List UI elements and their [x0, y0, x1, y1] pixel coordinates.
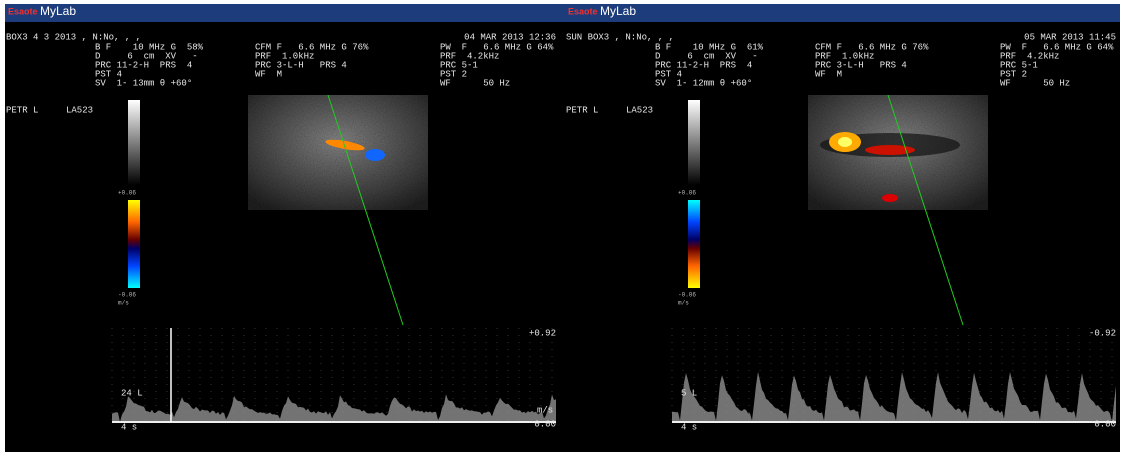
- logo: MyLab: [600, 4, 636, 18]
- probe-label: LA523: [626, 105, 653, 115]
- date: 05 MAR 2013 11:45: [1024, 32, 1116, 42]
- flow: [882, 194, 898, 202]
- scale-top: +0.06: [678, 190, 696, 197]
- probe-label: LA523: [66, 105, 93, 115]
- color-bar: [128, 200, 140, 288]
- scale-bottom: -0.06: [678, 292, 696, 299]
- info-line: BOX3 4 3 2013 , N:No, , ,: [6, 32, 141, 42]
- side-label: PETR L: [6, 105, 38, 115]
- brand: Esaote: [568, 6, 598, 16]
- velocity-label: -0.92: [1089, 328, 1116, 338]
- b-param: SV 1- 12mm θ +60°: [655, 78, 752, 88]
- gray-bar: [688, 100, 700, 185]
- scale-top: +0.06: [118, 190, 136, 197]
- header-bar: [5, 4, 1120, 22]
- color-bar: [688, 200, 700, 288]
- bmode-image: [248, 95, 428, 210]
- baseline-label: 0.00: [534, 419, 556, 429]
- pw-param: WF 50 Hz: [440, 78, 510, 88]
- logo: MyLab: [40, 4, 76, 18]
- scale-bottom: -0.06: [118, 292, 136, 299]
- depth-label: 24 L: [121, 388, 143, 398]
- gray-bar: [128, 100, 140, 185]
- cfm-param: WF M: [255, 69, 282, 79]
- flow: [838, 137, 852, 147]
- date: 04 MAR 2013 12:36: [464, 32, 556, 42]
- spectrum-unit: m/s: [537, 405, 553, 415]
- depth-label: 5 L: [681, 388, 697, 398]
- baseline-label: 0.00: [1094, 419, 1116, 429]
- time-label: 4 s: [681, 422, 697, 432]
- flow: [365, 149, 385, 161]
- time-label: 4 s: [121, 422, 137, 432]
- scale-unit: m/s: [118, 300, 129, 307]
- info-line: SUN BOX3 , N:No, , ,: [566, 32, 674, 42]
- scale-unit: m/s: [678, 300, 689, 307]
- velocity-label: +0.92: [529, 328, 556, 338]
- brand: Esaote: [8, 6, 38, 16]
- side-label: PETR L: [566, 105, 598, 115]
- b-param: SV 1- 13mm θ +60°: [95, 78, 192, 88]
- cfm-param: WF M: [815, 69, 842, 79]
- pw-param: WF 50 Hz: [1000, 78, 1070, 88]
